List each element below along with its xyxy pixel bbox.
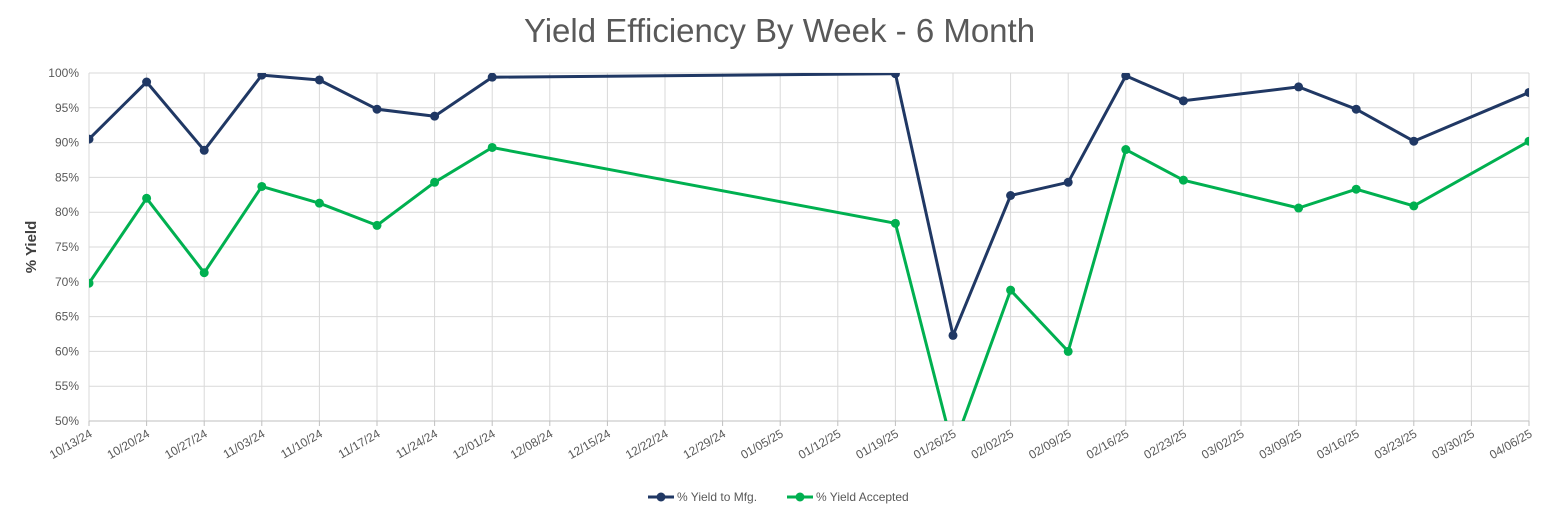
data-point <box>430 111 440 121</box>
x-tick-label: 03/09/25 <box>1257 426 1305 462</box>
y-tick-label: 85% <box>55 170 79 184</box>
x-tick-label: 12/15/24 <box>565 426 613 462</box>
data-point <box>890 218 900 228</box>
y-tick-label: 60% <box>55 344 79 358</box>
x-tick-label: 11/17/24 <box>336 426 383 461</box>
data-point <box>257 181 267 191</box>
x-tick-label: 01/26/25 <box>911 426 959 462</box>
y-tick-label: 65% <box>55 310 79 324</box>
y-tick-label: 80% <box>55 205 79 219</box>
data-point <box>487 73 497 82</box>
data-point <box>1409 201 1419 211</box>
y-tick-label: 70% <box>55 275 79 289</box>
series-line-2 <box>89 139 1529 421</box>
data-point <box>1524 136 1529 146</box>
data-point <box>314 198 324 208</box>
data-point <box>1121 73 1131 81</box>
x-tick-label: 01/12/25 <box>796 426 844 462</box>
x-tick-label: 02/09/25 <box>1026 426 1074 462</box>
data-point <box>949 444 958 453</box>
y-tick-label: 95% <box>55 101 79 115</box>
x-tick-label: 11/03/24 <box>221 426 268 461</box>
data-point <box>257 73 267 80</box>
x-tick-label: 03/23/25 <box>1372 426 1420 462</box>
data-point <box>89 134 94 144</box>
legend-item-1: % Yield to Mfg. <box>648 490 757 504</box>
gridlines <box>88 72 1530 422</box>
data-point <box>1409 136 1419 146</box>
data-point <box>1524 87 1529 97</box>
data-point <box>372 104 382 114</box>
y-tick-label: 75% <box>55 240 79 254</box>
data-point <box>314 75 324 85</box>
x-tick-label: 12/08/24 <box>508 426 556 462</box>
data-point <box>430 177 440 187</box>
data-point <box>1063 346 1073 356</box>
x-tick-label: 03/16/25 <box>1314 426 1362 462</box>
data-point <box>1178 96 1188 106</box>
legend-label: % Yield Accepted <box>816 490 909 504</box>
data-point <box>1178 175 1188 185</box>
x-tick-label: 02/23/25 <box>1141 426 1189 462</box>
data-point <box>142 193 152 203</box>
series <box>89 73 1529 453</box>
x-tick-label: 01/19/25 <box>853 426 901 462</box>
x-tick-label: 10/20/24 <box>105 426 153 462</box>
x-tick-label: 10/27/24 <box>162 426 210 462</box>
series-line-1 <box>89 73 1529 337</box>
x-tick-label: 04/06/25 <box>1487 426 1535 462</box>
data-point <box>1351 184 1361 194</box>
data-point <box>487 142 497 152</box>
data-point <box>1121 145 1131 155</box>
x-tick-label: 12/29/24 <box>681 426 729 462</box>
data-point <box>1294 203 1304 213</box>
x-tick-label: 12/01/24 <box>450 426 498 462</box>
data-point <box>1006 285 1016 295</box>
x-tick-label: 11/24/24 <box>393 426 440 461</box>
legend-item-2: % Yield Accepted <box>787 490 909 504</box>
data-point <box>890 73 900 79</box>
data-point <box>372 220 382 230</box>
y-tick-label: 90% <box>55 136 79 150</box>
legend-label: % Yield to Mfg. <box>677 490 757 504</box>
x-tick-label: 02/02/25 <box>969 426 1017 462</box>
data-point <box>199 268 209 278</box>
legend: % Yield to Mfg. % Yield Accepted <box>648 490 909 504</box>
y-tick-label: 55% <box>55 379 79 393</box>
x-tick-label: 11/10/24 <box>278 426 325 461</box>
legend-swatch-marker <box>795 492 805 502</box>
data-point <box>89 278 94 288</box>
x-tick-label: 01/05/25 <box>738 426 786 462</box>
axes <box>88 420 1530 426</box>
x-axis-tick-labels: 10/13/24 10/20/24 10/27/24 11/03/24 11/10/24… <box>47 426 1535 462</box>
y-tick-label: 100% <box>48 66 79 80</box>
y-tick-label: 50% <box>55 414 79 428</box>
x-tick-label: 03/02/25 <box>1199 426 1247 462</box>
data-point <box>1063 177 1073 187</box>
data-point <box>1294 82 1304 92</box>
data-point <box>948 330 958 340</box>
chart-title: Yield Efficiency By Week - 6 Month <box>523 12 1036 49</box>
y-axis-tick-labels: 100% 95% 90% 85% 80% 75% 70% 65% 60% 55% 50% <box>48 66 79 428</box>
data-point <box>199 145 209 155</box>
y-axis-label: % Yield <box>23 221 40 274</box>
data-point <box>142 77 152 87</box>
data-point <box>1351 104 1361 114</box>
legend-swatch-marker <box>656 492 666 502</box>
x-tick-label: 03/30/25 <box>1429 426 1477 462</box>
x-tick-label: 10/13/24 <box>47 426 95 462</box>
x-tick-label: 02/16/25 <box>1084 426 1132 462</box>
x-tick-label: 12/22/24 <box>623 426 671 462</box>
data-point <box>1006 190 1016 200</box>
